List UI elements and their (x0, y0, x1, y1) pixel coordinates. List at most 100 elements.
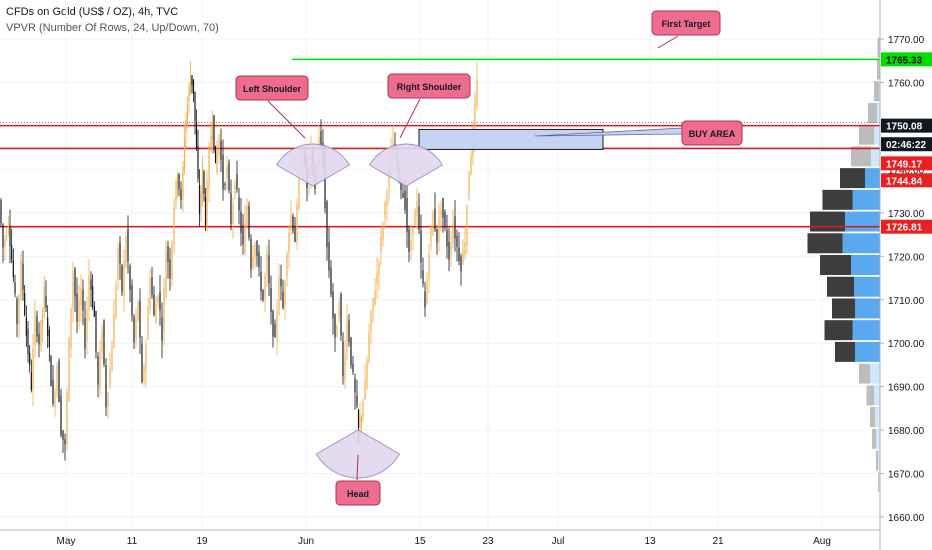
candle-body (420, 230, 422, 262)
candle-body (286, 254, 288, 276)
vp-up-bar (845, 211, 880, 232)
candle-body (139, 301, 141, 338)
candle-body (178, 174, 180, 190)
candle-body (58, 361, 60, 403)
candle-body (454, 216, 456, 239)
candle-body (204, 197, 207, 227)
candle-body (0, 199, 2, 223)
pattern-cone[interactable] (315, 429, 401, 479)
candle-body (137, 301, 139, 321)
vp-down-bar (859, 363, 870, 384)
vp-row (807, 233, 880, 254)
candle-body (464, 243, 466, 255)
candle-body (180, 189, 182, 201)
candle-body (232, 203, 234, 224)
candle-body (60, 395, 62, 436)
time-axis[interactable]: May 11 19 Jun 15 23 Jul 13 21 Aug (0, 529, 880, 547)
candle-body (36, 316, 38, 337)
candle-body (386, 193, 388, 207)
candle-body (234, 184, 236, 194)
price-label-text: 1726.81 (886, 223, 923, 234)
x-tick-label: May (57, 536, 76, 547)
candle-body (86, 309, 88, 342)
candle-body (127, 229, 129, 262)
candle-body (16, 299, 18, 324)
x-tick-label: Jul (552, 536, 565, 547)
candle-body (52, 379, 54, 405)
vp-up-bar (852, 189, 880, 210)
candle-body (201, 165, 204, 196)
price-axis[interactable]: 1660.00 1670.00 1680.00 1690.00 1700.00 1710.… (879, 0, 932, 550)
pattern-cone[interactable] (368, 143, 444, 187)
price-label: 1744.84 (881, 173, 932, 188)
x-tick-label: Jun (298, 536, 314, 547)
callout-head[interactable]: Head (335, 454, 381, 506)
candle-body (378, 261, 380, 275)
vp-up-bar (875, 407, 880, 428)
vp-down-bar (872, 428, 876, 449)
candle-body (250, 239, 252, 270)
vp-row (870, 407, 880, 428)
candle-body (64, 439, 66, 445)
vp-row (810, 211, 880, 232)
candle-body (226, 166, 228, 179)
pattern-cone[interactable] (275, 143, 351, 187)
vp-down-bar (877, 59, 880, 80)
vp-up-bar (854, 276, 880, 297)
candle-body (254, 243, 256, 258)
callout-right-shoulder[interactable]: Right Shoulder (387, 73, 471, 139)
candle-body (161, 317, 163, 341)
candle-body (356, 395, 358, 407)
candle-body (430, 226, 432, 243)
callout-left-shoulder[interactable]: Left Shoulder (235, 75, 309, 139)
callout-buy-area[interactable]: BUY AREA (534, 120, 743, 146)
candle-body (418, 206, 420, 230)
buy-area-rect[interactable] (418, 128, 604, 150)
candle-body (90, 279, 92, 290)
candle-body (278, 277, 280, 314)
price-label-text: 1749.17 (886, 159, 923, 170)
candle-body (222, 154, 224, 190)
candle-body (440, 209, 442, 216)
candle-body (366, 360, 368, 388)
candle-body (228, 163, 230, 191)
vp-down-bar (870, 407, 875, 428)
candle-body (29, 352, 31, 365)
candle-body (258, 251, 260, 268)
vp-down-bar (877, 37, 880, 58)
candle-body (372, 298, 374, 313)
candle-body (364, 381, 366, 400)
candle-body (45, 295, 47, 308)
callout-first-target[interactable]: First Target (651, 10, 721, 49)
candle-body (50, 356, 52, 387)
candle-body (436, 228, 438, 243)
candle-body (410, 239, 412, 250)
candle-body (334, 314, 336, 338)
candle-body (298, 177, 300, 209)
vp-up-bar (855, 298, 880, 319)
candle-body (11, 245, 13, 260)
candle-body (406, 197, 408, 232)
candle-body (452, 223, 454, 244)
candle-body (12, 260, 14, 278)
candle-body (206, 180, 208, 229)
vp-down-bar (824, 320, 853, 341)
vp-down-bar (866, 385, 874, 406)
candle-body (109, 368, 111, 388)
candle-body (224, 184, 226, 186)
candle-body (354, 378, 356, 393)
price-label-text: 1744.84 (886, 176, 923, 187)
candle-body (188, 86, 190, 101)
candle-body (113, 314, 115, 349)
candle-body (236, 173, 238, 190)
y-tick-label: 1700.00 (888, 339, 925, 350)
candle-body (78, 300, 80, 323)
x-tick-label: 11 (127, 536, 138, 547)
candle-body (330, 267, 332, 295)
candle-body (346, 316, 348, 351)
candle-body (446, 230, 448, 247)
price-labels: 1765.33 1750.08 02:46:22 1749.17 1744.84 1726… (881, 52, 932, 234)
vp-up-bar (876, 428, 880, 449)
candle-body (56, 366, 58, 393)
